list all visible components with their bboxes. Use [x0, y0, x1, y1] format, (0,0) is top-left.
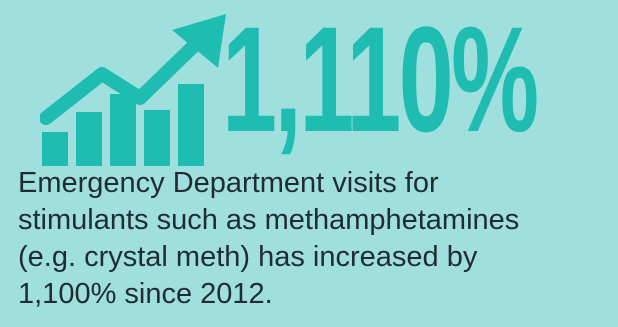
trending-up-bar-chart-icon [40, 14, 226, 166]
description-text: Emergency Department visits for stimulan… [18, 165, 608, 313]
description-line: (e.g. crystal meth) has increased by [18, 241, 478, 273]
description-line: stimulants such as methamphetamines [18, 204, 520, 236]
description-line: 1,100% since 2012. [18, 278, 273, 310]
description-line: Emergency Department visits for [18, 167, 439, 199]
headline-statistic: 1,110% [222, 0, 539, 163]
